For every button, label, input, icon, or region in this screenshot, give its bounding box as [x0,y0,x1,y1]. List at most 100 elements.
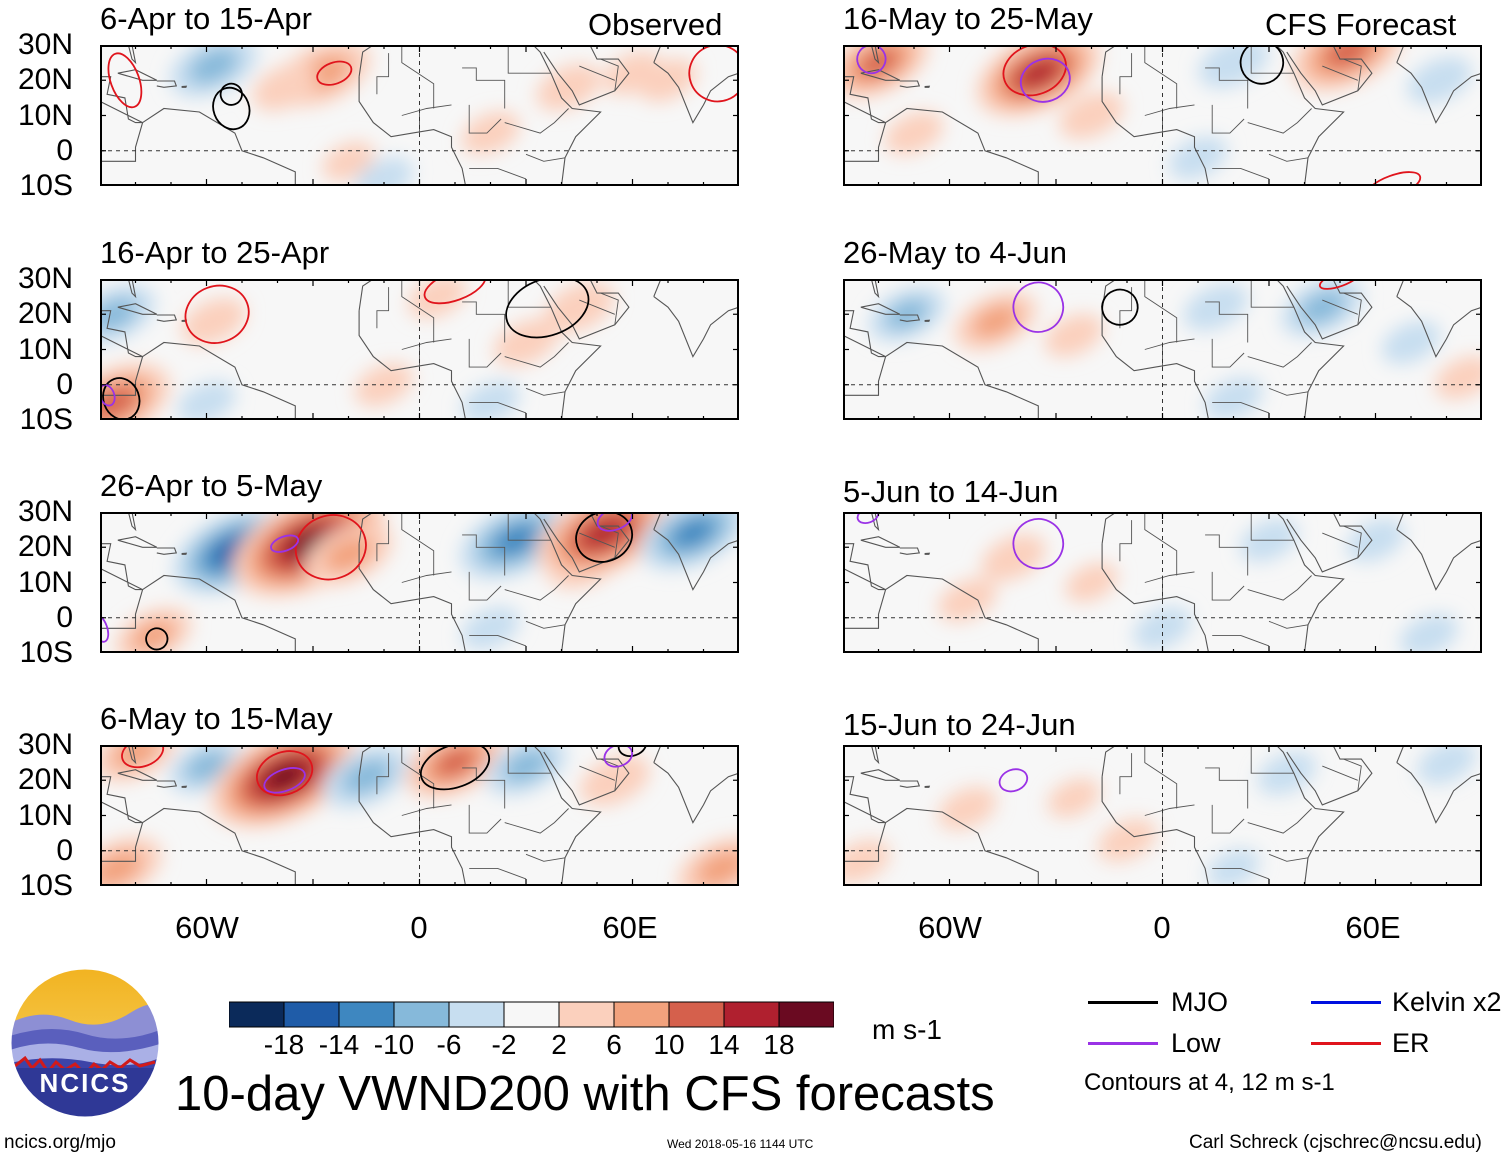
country-border [1212,867,1270,880]
country-border [1212,401,1270,414]
country-border [1322,765,1358,781]
country-border [1211,338,1245,368]
country-border [401,104,452,116]
coastline [100,341,296,420]
lat-label: 10N [17,99,73,132]
contour-low [100,613,110,643]
coastline [358,512,602,653]
colorbar-box [778,1001,834,1028]
anomaly-mark-pos [252,63,317,111]
country-border [462,301,506,343]
axis-ticks [843,279,1482,420]
country-border [1205,534,1249,576]
chart-title: 10-day VWND200 with CFS forecasts [175,1067,995,1121]
coastline [860,769,901,781]
coastline [653,512,739,591]
panel-title-p2: 16-Apr to 25-Apr [100,235,330,270]
contour-low [998,768,1029,793]
axis-ticks [843,512,1482,653]
map-panel-26apr-5may [100,512,739,653]
country-border [507,512,551,541]
country-border [600,525,619,558]
country-border [1250,745,1294,774]
coastline [181,785,188,788]
contour-mjo [1239,45,1285,85]
country-border [1211,804,1245,834]
anomaly-mark-pos [322,141,375,181]
country-border [1205,767,1249,809]
coastline [860,69,901,81]
footer-timestamp: Wed 2018-05-16 1144 UTC [667,1137,814,1151]
lon-label-0-left: 0 [410,910,428,945]
country-border [1343,525,1362,558]
country-border [1268,387,1309,396]
coastline [843,76,886,124]
anomaly-mark-pos [1059,92,1124,139]
country-border [1205,67,1249,109]
country-border [579,299,615,315]
coastline [843,107,1039,186]
lat-label: 10S [19,636,73,669]
country-border [469,634,527,647]
country-border [401,745,435,809]
coastline [117,536,158,548]
anomaly-mark-pos [408,279,467,319]
contour-low [856,512,880,525]
coastline [843,776,886,824]
anomaly-mark-pos [100,850,143,886]
legend-line-er [1311,1042,1381,1045]
country-border [579,532,615,548]
lat-label: 30N [17,495,73,528]
coastline [843,745,893,765]
country-border [462,67,506,109]
coastline [843,310,886,358]
coastline [653,745,739,824]
coastline [1396,45,1482,124]
coastline [924,319,931,322]
contour-er [1365,171,1422,186]
lat-label: 10S [19,169,73,202]
country-border [1119,520,1133,562]
contour-low [1019,57,1071,103]
anomaly-mark-neg [1204,377,1263,420]
country-border [504,108,569,134]
colorbar-box [338,1001,395,1028]
coastline [358,279,602,420]
anomaly-field [169,45,698,186]
map-panel-6may-15may [100,745,739,886]
country-border [504,342,569,368]
legend-label-kelvin: Kelvin x2 [1392,987,1502,1017]
country-border [1343,292,1362,325]
contour-er [107,52,143,109]
country-border [1144,279,1178,343]
coastline [843,279,893,299]
country-border [1268,620,1309,629]
anomaly-mark-pos [181,297,246,345]
contour-er [294,514,367,581]
lat-label: 20N [17,297,73,330]
anomaly-mark-neg [354,157,414,186]
country-border [504,575,569,601]
colorbar-tick: -10 [373,1029,415,1060]
contour-er [423,279,487,305]
anomaly-mark-neg [184,750,229,782]
axis-ticks [100,279,739,420]
anomaly-mark-neg [885,298,929,330]
coastline [543,45,630,106]
coastline [924,85,931,88]
colorbar-box [558,1001,615,1028]
country-border [1144,338,1195,350]
coastline [358,45,602,186]
coastline [653,279,739,358]
coastline [860,303,901,315]
anomaly-mark-pos [603,51,662,95]
coastline [860,536,901,548]
lat-label: 10N [17,799,73,832]
coastline [843,543,886,591]
anomaly-mark-neg [341,759,392,795]
country-border [462,534,506,576]
map-panel-15jun-24jun [843,745,1482,886]
coastline [653,45,739,124]
coastline [100,776,143,824]
coastline [156,80,178,88]
